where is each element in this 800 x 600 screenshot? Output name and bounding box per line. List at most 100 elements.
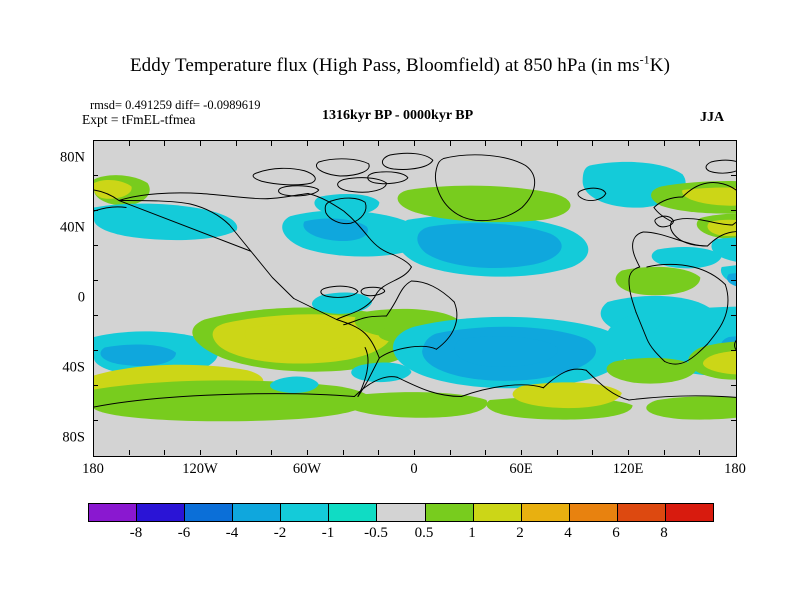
x-axis-tick — [664, 141, 665, 146]
colorbar-cell — [233, 504, 282, 521]
colorbar-tick-label: -2 — [273, 525, 287, 541]
x-axis-tick — [628, 450, 629, 455]
y-axis-label: 40N — [60, 219, 85, 235]
page-title-suffix: K) — [649, 55, 671, 76]
map-canvas — [94, 141, 736, 456]
x-axis-tick — [592, 450, 593, 455]
anomaly-field — [94, 141, 736, 456]
colorbar-cell — [377, 504, 426, 521]
x-axis-label: 120E — [612, 461, 644, 477]
colorbar-cell — [473, 504, 522, 521]
x-axis-label: 180 — [82, 461, 104, 477]
x-axis-tick — [450, 141, 451, 146]
x-axis-tick — [378, 141, 379, 146]
page-title: Eddy Temperature flux (High Pass, Bloomf… — [0, 52, 800, 77]
x-axis-tick — [236, 450, 237, 455]
x-axis-tick — [557, 450, 558, 455]
colorbar-cell — [281, 504, 330, 521]
colorbar-cell — [137, 504, 186, 521]
x-axis-tick — [164, 141, 165, 146]
x-axis-tick — [664, 450, 665, 455]
x-axis-tick — [236, 141, 237, 146]
colorbar-cell — [185, 504, 234, 521]
colorbar-cell — [425, 504, 474, 521]
period-label: 1316kyr BP - 0000kyr BP — [322, 108, 474, 123]
x-axis-tick — [307, 450, 308, 455]
y-axis-tick — [93, 210, 98, 211]
x-axis-tick — [129, 450, 130, 455]
y-axis-label: 80S — [62, 429, 85, 445]
coastlines — [94, 152, 736, 408]
y-axis-tick — [93, 280, 98, 281]
x-axis-tick — [699, 450, 700, 455]
x-axis-tick — [557, 141, 558, 146]
x-axis-tick — [271, 141, 272, 146]
y-axis-tick — [93, 350, 98, 351]
y-axis-tick — [731, 210, 736, 211]
x-axis-tick — [378, 450, 379, 455]
x-axis-tick — [164, 450, 165, 455]
colorbar-cell — [329, 504, 378, 521]
y-axis-label: 80N — [60, 149, 85, 165]
y-axis-tick — [93, 385, 98, 386]
x-axis-tick — [521, 450, 522, 455]
x-axis-tick — [699, 141, 700, 146]
colorbar-tick-label: 0.5 — [414, 525, 434, 541]
x-axis-label: 120W — [182, 461, 218, 477]
y-axis-tick — [93, 420, 98, 421]
x-axis-tick — [200, 141, 201, 146]
y-axis-tick — [93, 315, 98, 316]
colorbar-tick-label: 2 — [516, 525, 524, 541]
y-axis-label: 0 — [77, 289, 85, 305]
map-plot-area — [93, 140, 737, 457]
x-axis-tick — [414, 141, 415, 146]
y-axis-label: 40S — [62, 359, 85, 375]
y-axis-tick — [731, 280, 736, 281]
colorbar-tick-label: 1 — [468, 525, 476, 541]
colorbar-cell — [569, 504, 618, 521]
experiment-label: Expt = tFmEL-tfmea — [82, 112, 196, 127]
y-axis-tick — [93, 175, 98, 176]
y-axis-tick — [731, 420, 736, 421]
x-axis-tick — [200, 450, 201, 455]
colorbar-tick-label: -4 — [225, 525, 239, 541]
colorbar-cell — [665, 504, 714, 521]
x-axis-tick — [450, 450, 451, 455]
y-axis-tick — [93, 245, 98, 246]
page-title-superscript: -1 — [639, 52, 650, 67]
y-axis-tick — [731, 350, 736, 351]
colorbar-cell — [617, 504, 666, 521]
colorbar-tick-label: -6 — [177, 525, 191, 541]
x-axis-tick — [343, 141, 344, 146]
colorbar-cell — [89, 504, 138, 521]
x-axis-tick — [592, 141, 593, 146]
x-axis-tick — [628, 141, 629, 146]
x-axis-tick — [343, 450, 344, 455]
x-axis-tick — [307, 141, 308, 146]
colorbar-tick-label: 6 — [612, 525, 620, 541]
x-axis-label: 60E — [509, 461, 533, 477]
colorbar-cell — [521, 504, 570, 521]
x-axis-label: 0 — [410, 461, 418, 477]
x-axis-tick — [414, 450, 415, 455]
x-axis-tick — [521, 141, 522, 146]
colorbar-tick-label: -0.5 — [364, 525, 388, 541]
colorbar-tick-label: 4 — [564, 525, 572, 541]
colorbar-tick-label: 8 — [660, 525, 668, 541]
colorbar — [88, 503, 714, 522]
x-axis-label: 60W — [292, 461, 322, 477]
y-axis-tick — [731, 385, 736, 386]
y-axis-tick — [731, 245, 736, 246]
x-axis-tick — [129, 141, 130, 146]
y-axis-tick — [731, 175, 736, 176]
x-axis-label: 180 — [724, 461, 746, 477]
y-axis-tick — [731, 315, 736, 316]
x-axis-tick — [485, 141, 486, 146]
colorbar-tick-label: -1 — [321, 525, 335, 541]
page-title-text: Eddy Temperature flux (High Pass, Bloomf… — [129, 55, 640, 76]
colorbar-tick-label: -8 — [129, 525, 143, 541]
rmsd-stats-label: rmsd= 0.491259 diff= -0.0989619 — [90, 98, 261, 112]
season-label: JJA — [700, 110, 725, 125]
x-axis-tick — [485, 450, 486, 455]
